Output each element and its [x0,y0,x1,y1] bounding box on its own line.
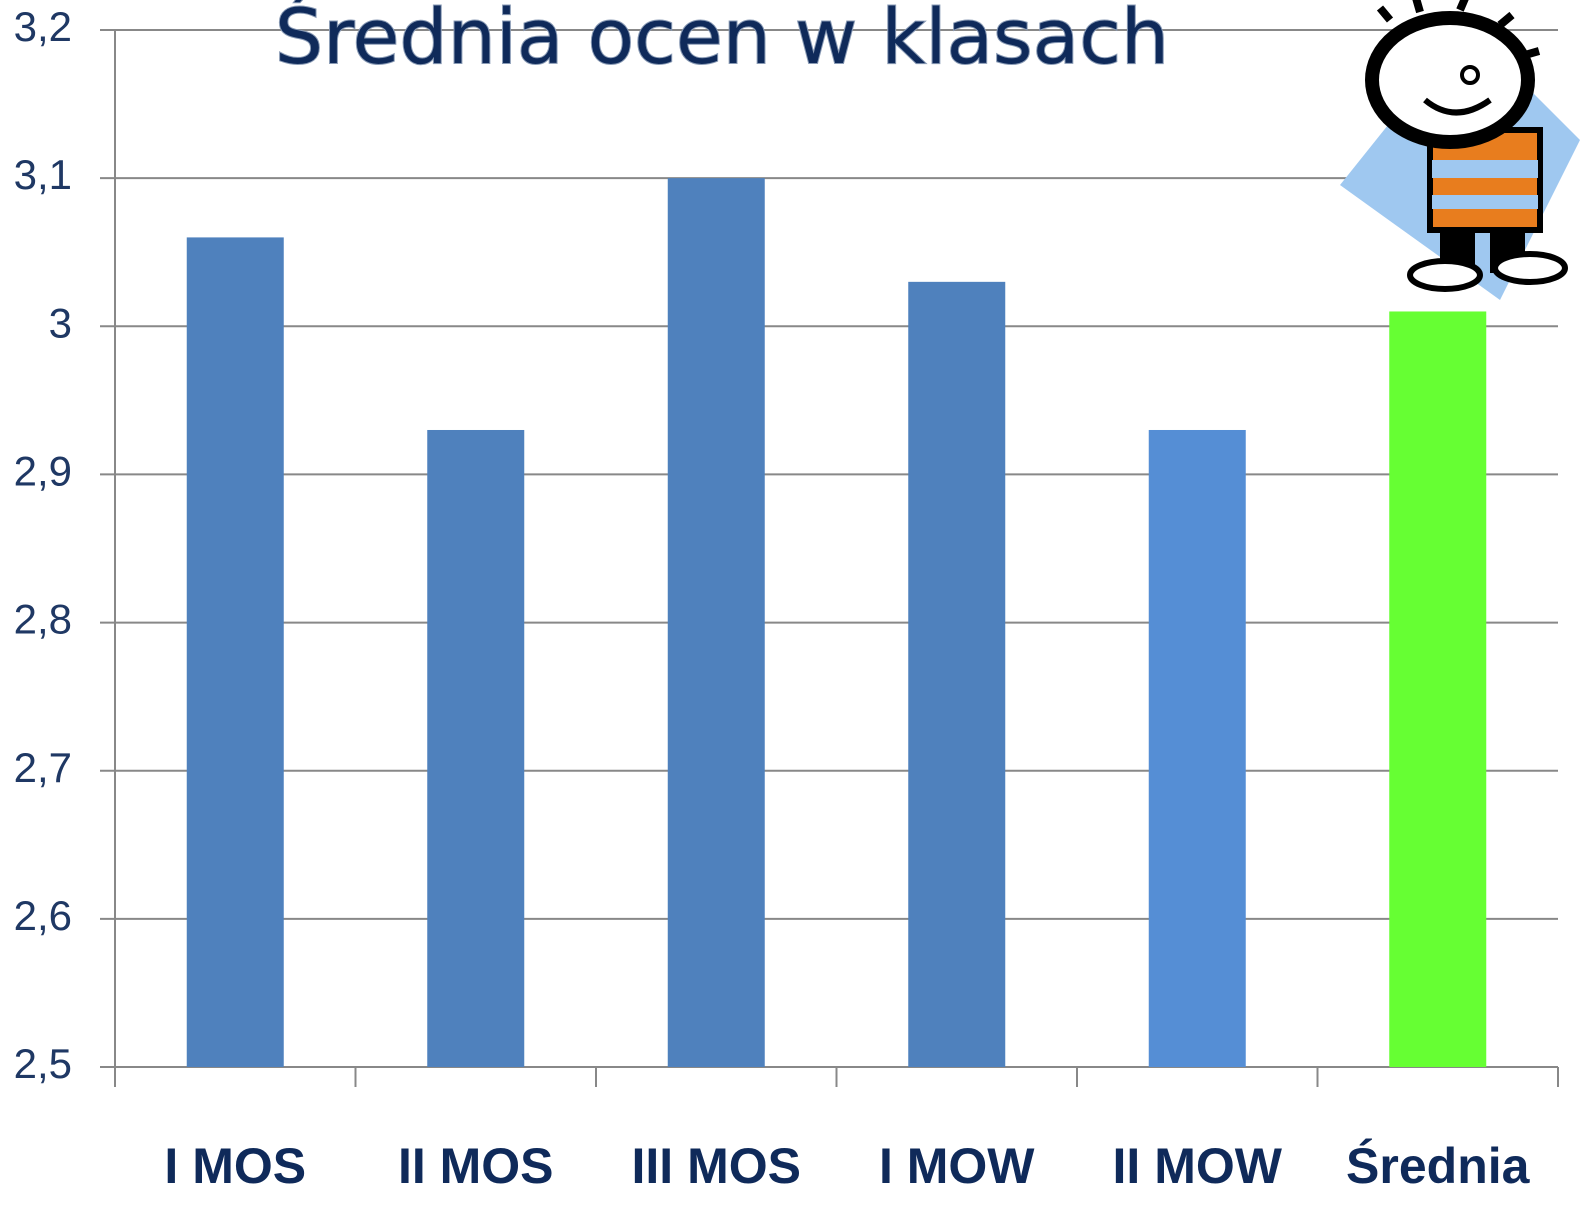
bar [1148,429,1246,1067]
x-tick-label: II MOW [1113,1138,1283,1194]
bar [1389,311,1487,1067]
bar [427,429,525,1067]
y-tick-label: 2,7 [14,744,72,791]
x-tick-label: III MOS [632,1138,801,1194]
y-tick-label: 3,2 [14,3,72,50]
y-tick-label: 3,1 [14,151,72,198]
y-tick-label: 2,8 [14,596,72,643]
bar [667,178,765,1068]
y-tick-label: 3 [49,299,72,346]
x-tick-label: I MOS [164,1138,306,1194]
bar [908,281,1006,1067]
mascot [1340,0,1580,300]
bar [186,237,284,1067]
x-tick-label: Średnia [1346,1138,1531,1194]
chart-title: Średnia ocen w klasach [275,0,1169,81]
y-tick-label: 2,5 [14,1040,72,1087]
x-tick-label: I MOW [879,1138,1035,1194]
y-tick-label: 2,6 [14,892,72,939]
y-tick-label: 2,9 [14,448,72,495]
x-tick-label: II MOS [398,1138,554,1194]
